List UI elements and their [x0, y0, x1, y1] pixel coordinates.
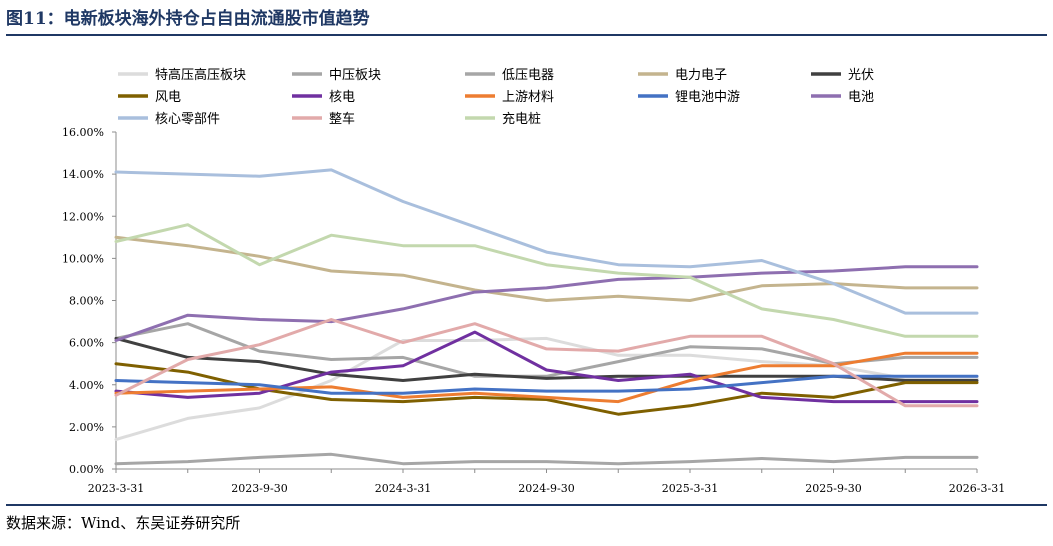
y-tick-label: 16.00%	[62, 126, 104, 139]
x-tick-label: 2024-3-31	[375, 482, 431, 495]
legend-label: 充电桩	[502, 111, 541, 127]
legend-item: 核电	[292, 90, 355, 105]
series-line	[114, 223, 979, 338]
y-tick-label: 14.00%	[62, 168, 104, 181]
legend-item: 锂电池中游	[638, 90, 740, 105]
y-tick-label: 0.00%	[69, 463, 104, 476]
legend-item: 充电桩	[465, 111, 541, 127]
legend-item: 电池	[811, 90, 874, 105]
legend-item: 中压板块	[292, 68, 381, 83]
x-tick-label: 2025-3-31	[662, 482, 718, 495]
legend-label: 特高压高压板块	[155, 67, 246, 83]
legend-item: 上游材料	[465, 90, 554, 105]
x-tick-label: 2025-9-30	[805, 482, 861, 495]
y-tick-label: 6.00%	[69, 337, 104, 350]
legend-label: 光伏	[848, 68, 874, 83]
series-line	[114, 168, 979, 315]
series-line	[114, 374, 979, 395]
series-line	[114, 265, 979, 342]
y-tick-label: 8.00%	[69, 295, 104, 308]
chart-axes: 0.00% 2.00% 4.00% 6.00% 8.00% 10.00% 12.00% 14.…	[62, 126, 1005, 495]
y-tick-label: 10.00%	[62, 252, 104, 265]
legend-label: 低压电器	[502, 68, 554, 83]
series-line	[114, 452, 979, 466]
source-rule	[6, 504, 1047, 506]
series-line	[114, 330, 979, 404]
chart-series	[114, 168, 979, 466]
legend-label: 核心零部件	[155, 112, 220, 127]
x-tick-label: 2023-9-30	[231, 482, 287, 495]
legend-item: 特高压高压板块	[118, 67, 246, 83]
legend-item: 光伏	[811, 68, 874, 83]
title-rule	[6, 34, 1047, 36]
x-tick-label: 2026-3-31	[949, 482, 1005, 495]
series-line	[114, 351, 979, 404]
legend-label: 电力电子	[675, 68, 727, 83]
chart-title: 图11：电新板块海外持仓占自由流通股市值趋势	[6, 9, 370, 29]
legend-label: 锂电池中游	[675, 90, 740, 105]
series-line	[114, 318, 979, 408]
source-note: 数据来源：Wind、东吴证券研究所	[6, 514, 241, 532]
y-tick-label: 2.00%	[69, 421, 104, 434]
legend-label: 中压板块	[329, 68, 381, 83]
x-tick-label: 2024-9-30	[518, 482, 574, 495]
x-tick-label: 2023-3-31	[88, 482, 144, 495]
y-tick-label: 12.00%	[62, 210, 104, 223]
legend-label: 整车	[329, 111, 355, 127]
legend-item: 风电	[118, 90, 181, 105]
legend-item: 整车	[292, 111, 355, 127]
legend-item: 核心零部件	[118, 112, 220, 127]
legend-label: 风电	[155, 90, 181, 105]
legend-item: 低压电器	[465, 68, 554, 83]
legend-label: 核电	[329, 90, 355, 105]
legend-item: 电力电子	[638, 68, 727, 83]
y-tick-label: 4.00%	[69, 379, 104, 392]
legend-label: 电池	[848, 90, 874, 105]
legend-label: 上游材料	[502, 90, 554, 105]
